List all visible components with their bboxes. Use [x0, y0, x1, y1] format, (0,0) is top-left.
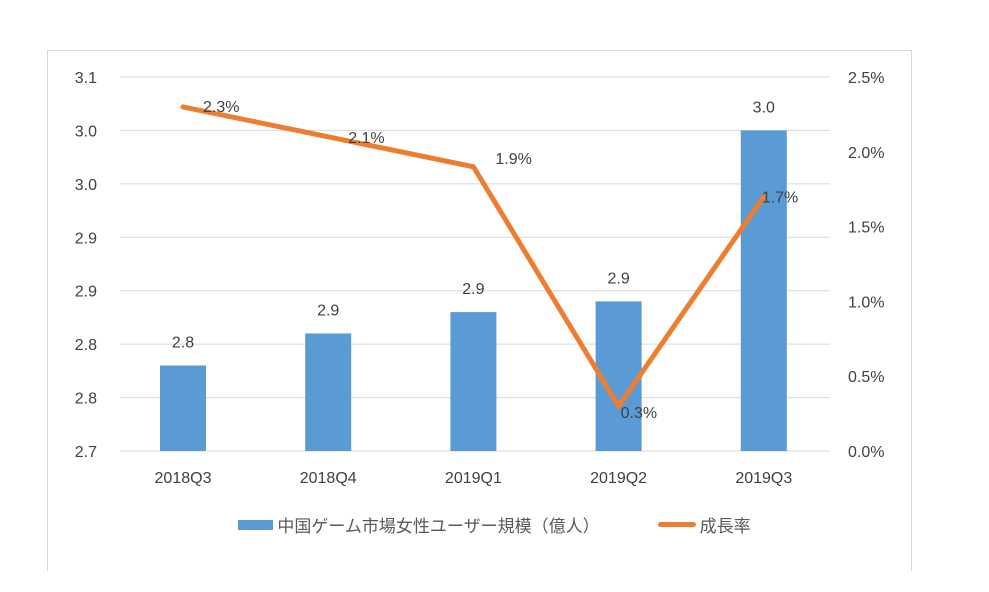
left-tick-label: 2.8 [75, 337, 97, 354]
bar-data-label: 2.9 [317, 302, 339, 319]
legend-label-growth: 成長率 [699, 517, 751, 536]
legend: 中国ゲーム市場女性ユーザー規模（億人） 成長率 [0, 512, 989, 537]
legend-swatch-bar [238, 519, 274, 530]
bar-data-label: 2.8 [172, 335, 194, 352]
line-data-label: 1.9% [495, 151, 531, 168]
left-tick-label: 3.1 [75, 70, 97, 87]
bar [160, 365, 206, 451]
right-tick-label: 2.0% [848, 145, 884, 162]
line-data-label: 0.3% [621, 405, 657, 422]
right-tick-label: 1.5% [848, 220, 884, 237]
line-data-label: 2.3% [203, 99, 239, 116]
x-tick-label: 2019Q2 [590, 470, 647, 487]
x-tick-label: 2018Q4 [300, 470, 357, 487]
x-tick-label: 2018Q3 [155, 470, 212, 487]
right-tick-label: 1.0% [848, 294, 884, 311]
right-tick-label: 2.5% [848, 70, 884, 87]
x-tick-label: 2019Q3 [735, 470, 792, 487]
left-tick-label: 2.9 [75, 230, 97, 247]
right-tick-label: 0.0% [848, 444, 884, 461]
legend-item-users: 中国ゲーム市場女性ユーザー規模（億人） [238, 512, 600, 537]
left-tick-label: 2.7 [75, 444, 97, 461]
bar [740, 130, 787, 451]
x-tick-label: 2019Q1 [445, 470, 502, 487]
bar [450, 312, 497, 451]
bar-data-label: 2.9 [462, 281, 484, 298]
bar-data-label: 2.9 [607, 270, 629, 287]
bar-data-label: 3.0 [753, 99, 775, 116]
left-tick-label: 3.0 [75, 177, 97, 194]
bar [305, 333, 352, 451]
left-tick-label: 2.9 [75, 284, 97, 301]
right-tick-label: 0.5% [848, 369, 884, 386]
left-tick-label: 3.0 [75, 123, 97, 140]
legend-item-growth: 成長率 [657, 512, 751, 537]
legend-swatch-line [657, 522, 696, 527]
line-data-label: 1.7% [762, 190, 798, 207]
growth-line [180, 104, 767, 409]
left-tick-label: 2.8 [75, 391, 97, 408]
legend-label-users: 中国ゲーム市場女性ユーザー規模（億人） [277, 517, 600, 536]
line-data-label: 2.1% [348, 130, 384, 147]
chart-frame [47, 50, 912, 571]
